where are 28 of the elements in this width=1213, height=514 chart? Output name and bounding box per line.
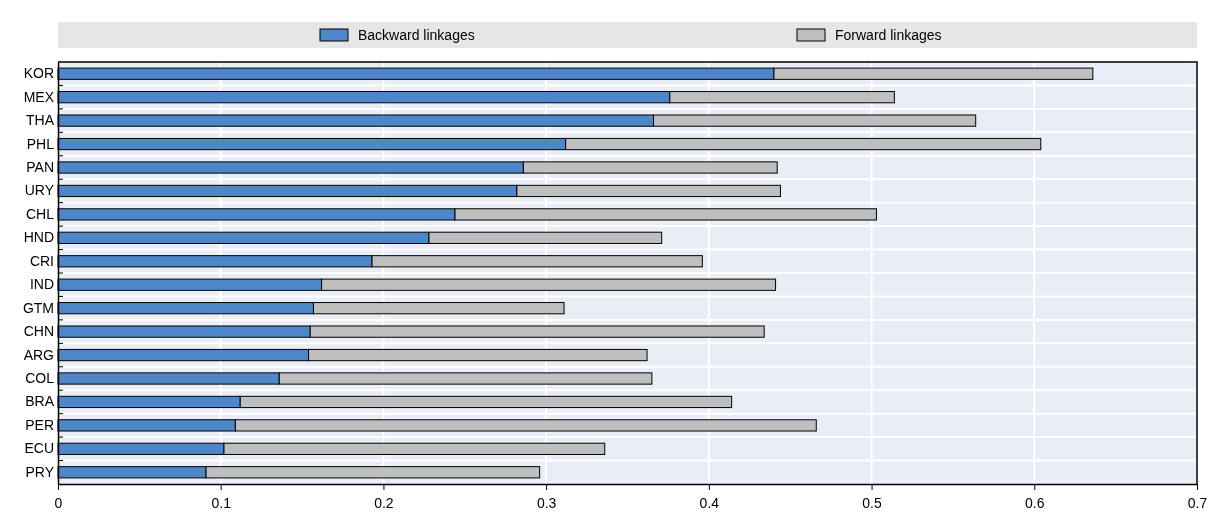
y-tick-label: CRI xyxy=(29,252,54,269)
y-tick-label: PHL xyxy=(26,135,55,152)
y-tick-label: URY xyxy=(24,182,55,199)
y-tick-label: COL xyxy=(25,369,55,386)
y-tick-label: KOR xyxy=(23,65,54,82)
x-tick-label: 0.5 xyxy=(862,495,883,512)
y-tick-label: PER xyxy=(25,416,54,433)
x-tick-label: 0.1 xyxy=(211,495,232,512)
y-tick-label: PAN xyxy=(26,158,54,175)
y-tick-label: THA xyxy=(26,112,55,129)
legend-label: Backward linkages xyxy=(358,27,475,43)
x-tick-label: 0.4 xyxy=(699,495,720,512)
y-tick-label: ECU xyxy=(24,440,54,457)
legend-label: Forward linkages xyxy=(835,27,942,43)
y-tick-label: MEX xyxy=(23,88,55,105)
y-tick-label: PRY xyxy=(25,463,55,480)
x-tick-label: 0.3 xyxy=(536,495,557,512)
y-tick-label: CHL xyxy=(25,205,55,222)
y-tick-label: GTM xyxy=(22,299,54,316)
y-tick-label: CHN xyxy=(23,323,54,340)
x-tick-label: 0.7 xyxy=(1187,495,1208,512)
y-tick-label: IND xyxy=(29,276,54,293)
y-tick-label: HND xyxy=(23,229,54,246)
x-tick-label: 0.2 xyxy=(374,495,394,512)
y-tick-label: BRA xyxy=(25,393,55,410)
x-tick-label: 0 xyxy=(54,495,63,512)
y-tick-label: ARG xyxy=(23,346,54,363)
x-tick-label: 0.6 xyxy=(1025,495,1045,512)
